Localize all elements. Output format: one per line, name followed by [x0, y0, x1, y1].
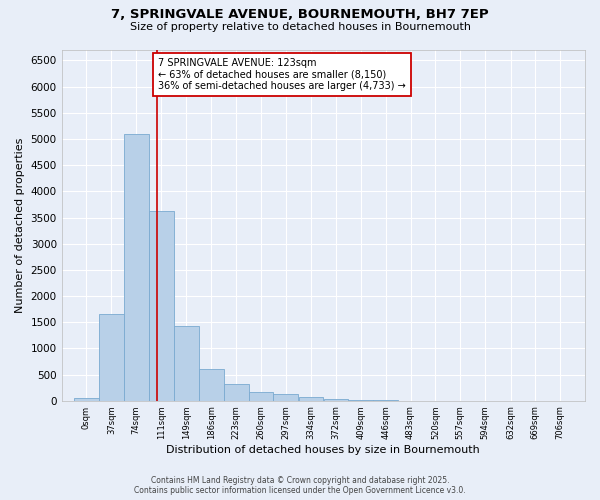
- X-axis label: Distribution of detached houses by size in Bournemouth: Distribution of detached houses by size …: [166, 445, 480, 455]
- Text: 7 SPRINGVALE AVENUE: 123sqm
← 63% of detached houses are smaller (8,150)
36% of : 7 SPRINGVALE AVENUE: 123sqm ← 63% of det…: [158, 58, 406, 91]
- Bar: [149, 211, 174, 400]
- Bar: [323, 399, 349, 400]
- Bar: [224, 384, 248, 400]
- Text: 7, SPRINGVALE AVENUE, BOURNEMOUTH, BH7 7EP: 7, SPRINGVALE AVENUE, BOURNEMOUTH, BH7 7…: [111, 8, 489, 20]
- Text: Size of property relative to detached houses in Bournemouth: Size of property relative to detached ho…: [130, 22, 470, 32]
- Bar: [299, 396, 323, 400]
- Bar: [99, 314, 124, 400]
- Y-axis label: Number of detached properties: Number of detached properties: [15, 138, 25, 313]
- Bar: [74, 398, 99, 400]
- Bar: [124, 134, 149, 400]
- Bar: [274, 394, 298, 400]
- Bar: [199, 369, 224, 400]
- Text: Contains HM Land Registry data © Crown copyright and database right 2025.
Contai: Contains HM Land Registry data © Crown c…: [134, 476, 466, 495]
- Bar: [174, 326, 199, 400]
- Bar: [248, 392, 274, 400]
